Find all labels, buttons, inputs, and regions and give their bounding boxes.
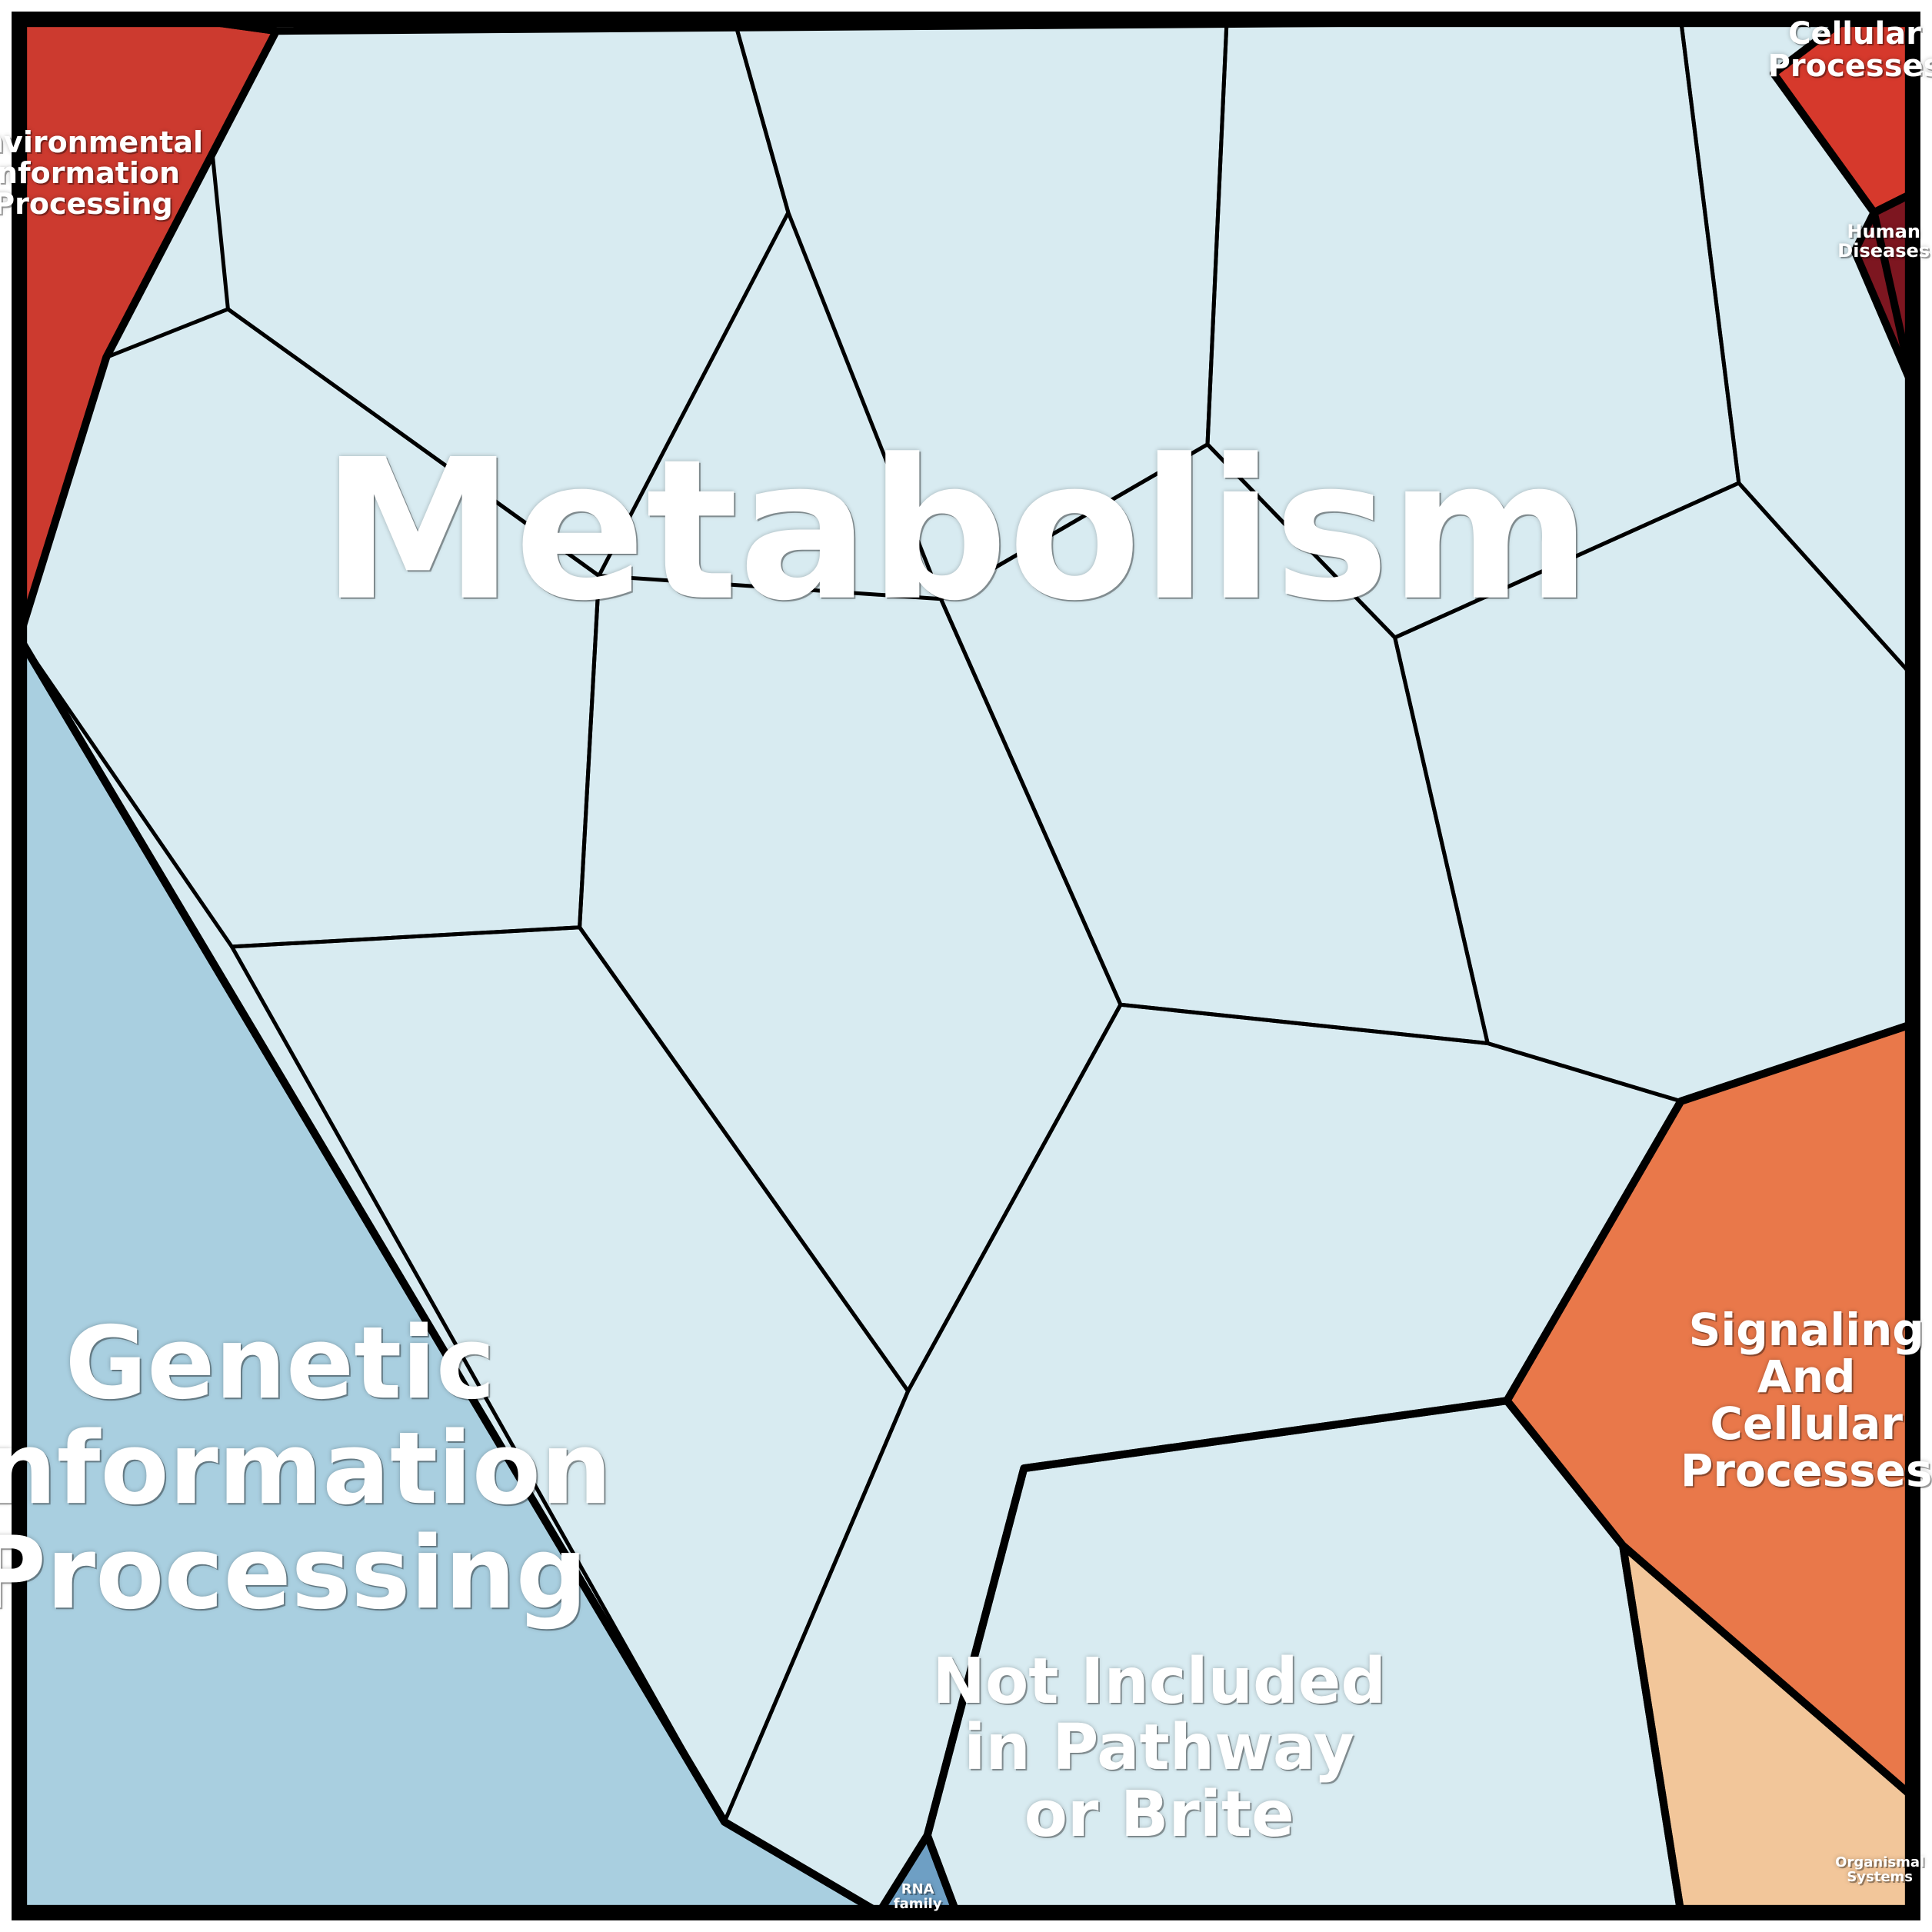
region-fills [19,19,1913,1913]
voronoi-treemap-diagram: MetabolismGenetic Information Processing… [0,0,1932,1932]
